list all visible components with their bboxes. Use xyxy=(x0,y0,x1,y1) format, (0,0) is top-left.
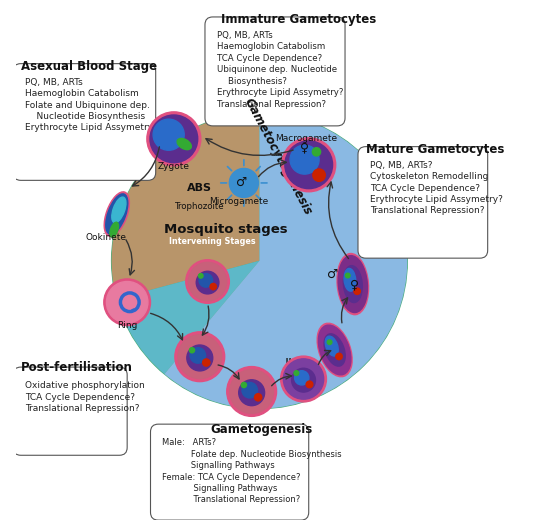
Circle shape xyxy=(295,370,309,385)
Ellipse shape xyxy=(324,334,345,366)
FancyBboxPatch shape xyxy=(358,147,488,258)
Circle shape xyxy=(199,274,213,287)
Circle shape xyxy=(202,359,210,366)
Text: Gametocytogenesis: Gametocytogenesis xyxy=(241,96,314,218)
Circle shape xyxy=(230,369,273,413)
Text: ♀: ♀ xyxy=(350,278,359,291)
Text: III: III xyxy=(284,357,296,372)
Ellipse shape xyxy=(110,222,118,237)
Circle shape xyxy=(189,263,227,301)
Circle shape xyxy=(150,115,197,163)
Circle shape xyxy=(290,145,319,174)
Circle shape xyxy=(327,340,332,344)
Circle shape xyxy=(186,260,229,303)
FancyBboxPatch shape xyxy=(13,63,156,180)
Text: ♂: ♂ xyxy=(236,176,248,189)
Wedge shape xyxy=(112,113,260,299)
Ellipse shape xyxy=(338,256,367,312)
Text: Post-fertilisation: Post-fertilisation xyxy=(21,361,133,374)
Circle shape xyxy=(210,283,216,290)
Circle shape xyxy=(312,148,321,156)
Circle shape xyxy=(199,274,203,278)
Text: Immature Gametocytes: Immature Gametocytes xyxy=(221,13,376,26)
Circle shape xyxy=(280,356,327,402)
Wedge shape xyxy=(117,261,260,374)
Circle shape xyxy=(336,353,342,359)
Text: Oxidative phosphorylation
TCA Cycle Dependence?
Translational Repression?: Oxidative phosphorylation TCA Cycle Depe… xyxy=(25,381,145,413)
Text: Mature Gametocytes: Mature Gametocytes xyxy=(366,143,504,156)
Circle shape xyxy=(241,383,246,388)
Circle shape xyxy=(227,367,277,417)
Text: ABS: ABS xyxy=(188,183,212,193)
Ellipse shape xyxy=(177,138,191,150)
Circle shape xyxy=(112,113,407,409)
Ellipse shape xyxy=(318,325,351,375)
Text: Asexual Blood Stage: Asexual Blood Stage xyxy=(21,60,157,73)
Text: I: I xyxy=(192,334,196,348)
Text: Ookinete: Ookinete xyxy=(86,233,127,242)
Ellipse shape xyxy=(317,323,352,377)
Circle shape xyxy=(106,281,148,323)
Circle shape xyxy=(178,335,222,379)
Text: IV: IV xyxy=(325,332,339,345)
Text: Ring: Ring xyxy=(117,321,138,330)
Circle shape xyxy=(345,273,350,278)
Circle shape xyxy=(175,332,225,381)
Circle shape xyxy=(239,380,265,406)
Text: V: V xyxy=(343,261,353,276)
Text: Male:   ARTs?
           Folate dep. Nucleotide Biosynthesis
           Signalli: Male: ARTs? Folate dep. Nucleotide Biosy… xyxy=(162,438,342,505)
Circle shape xyxy=(255,394,262,401)
FancyBboxPatch shape xyxy=(151,424,309,520)
Circle shape xyxy=(283,359,324,399)
Circle shape xyxy=(285,141,333,189)
Text: Mosquito stages: Mosquito stages xyxy=(164,223,288,236)
Circle shape xyxy=(282,138,336,192)
Circle shape xyxy=(292,368,316,392)
Circle shape xyxy=(294,370,299,375)
Ellipse shape xyxy=(344,268,356,291)
Text: PQ, MB, ARTs
Haemoglobin Catabolism
TCA Cycle Dependence?
Ubiquinone dep. Nucleo: PQ, MB, ARTs Haemoglobin Catabolism TCA … xyxy=(217,31,343,108)
Circle shape xyxy=(190,347,206,363)
Ellipse shape xyxy=(112,197,126,223)
Ellipse shape xyxy=(343,266,362,302)
Circle shape xyxy=(104,279,151,325)
Circle shape xyxy=(187,345,213,371)
Wedge shape xyxy=(164,113,407,409)
Circle shape xyxy=(242,383,257,398)
Text: PQ, MB, ARTs?
Cytoskeleton Remodelling
TCA Cycle Dependence?
Erythrocyte Lipid A: PQ, MB, ARTs? Cytoskeleton Remodelling T… xyxy=(370,161,503,215)
Circle shape xyxy=(196,271,219,294)
Text: Zygote: Zygote xyxy=(158,162,190,171)
Circle shape xyxy=(229,168,258,198)
Text: PQ, MB, ARTs
Haemoglobin Catabolism
Folate and Ubiquinone dep.
    Nucleotide Bi: PQ, MB, ARTs Haemoglobin Catabolism Fola… xyxy=(25,78,153,133)
Ellipse shape xyxy=(104,192,129,236)
Text: Gametogenesis: Gametogenesis xyxy=(210,423,312,436)
Ellipse shape xyxy=(325,336,338,356)
FancyBboxPatch shape xyxy=(205,17,345,126)
Circle shape xyxy=(147,112,201,166)
Text: Microgamete: Microgamete xyxy=(209,196,268,205)
Circle shape xyxy=(189,347,195,353)
Text: ♀: ♀ xyxy=(300,142,309,155)
Circle shape xyxy=(313,169,325,181)
Circle shape xyxy=(354,288,360,294)
Circle shape xyxy=(153,119,184,150)
Ellipse shape xyxy=(337,254,368,315)
Circle shape xyxy=(306,381,313,388)
Text: ♂: ♂ xyxy=(327,268,338,281)
Text: II: II xyxy=(232,376,240,390)
FancyBboxPatch shape xyxy=(13,367,127,455)
Ellipse shape xyxy=(106,194,128,234)
Text: Intervening Stages: Intervening Stages xyxy=(169,236,256,246)
Text: Macrogamete: Macrogamete xyxy=(275,134,337,144)
Text: Trophozoite: Trophozoite xyxy=(175,202,224,211)
